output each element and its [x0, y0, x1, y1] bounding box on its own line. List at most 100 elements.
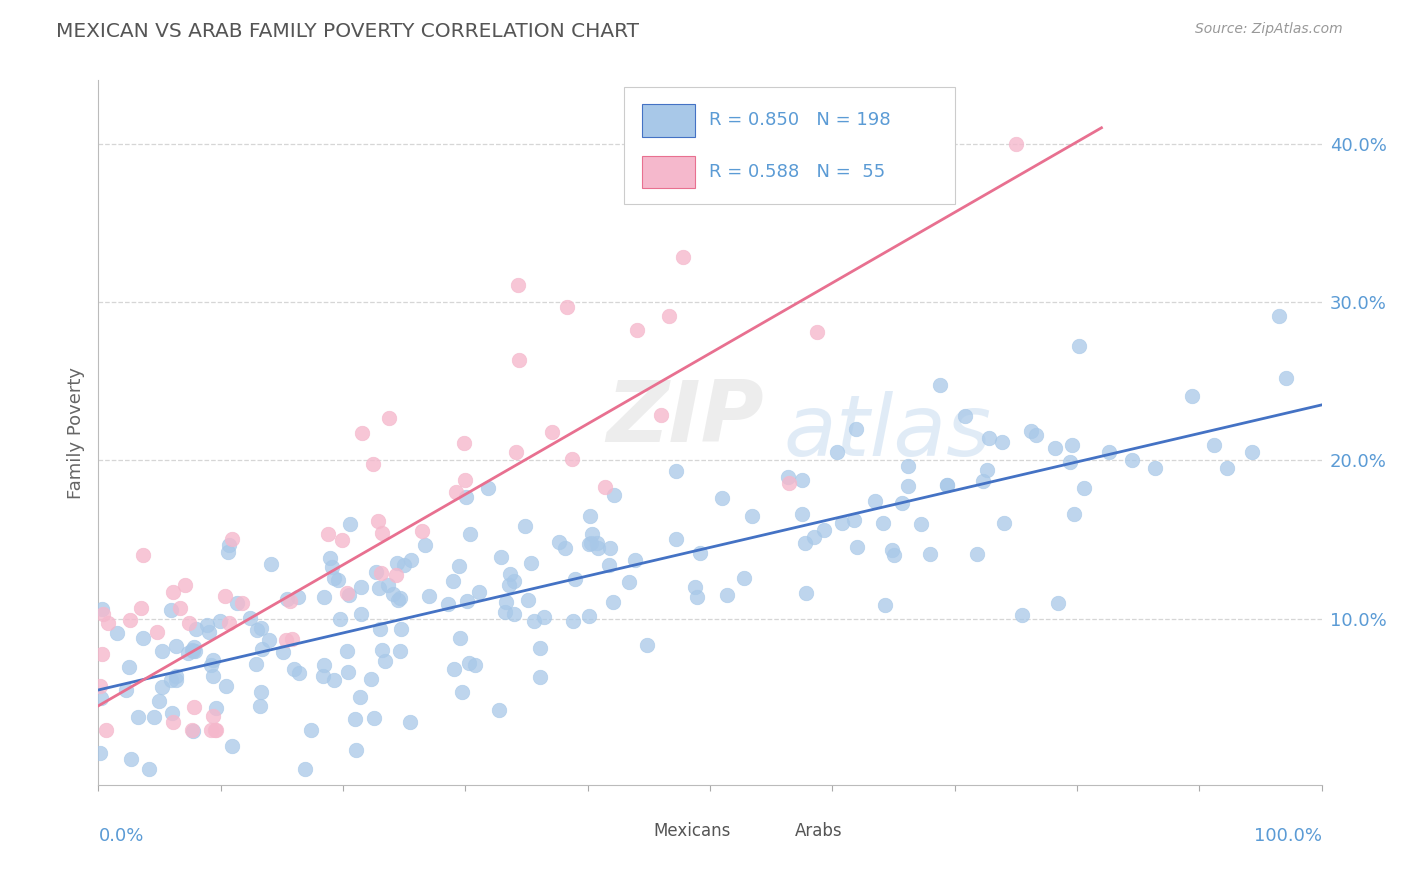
- Point: [1011, 608, 1033, 623]
- Point: [181, 724, 204, 739]
- Point: [143, 710, 166, 724]
- Point: [367, 514, 389, 528]
- Point: [498, 577, 520, 591]
- Point: [186, 623, 208, 637]
- Point: [555, 300, 578, 314]
- Point: [368, 622, 391, 636]
- Point: [650, 408, 672, 422]
- Point: [776, 470, 799, 484]
- Point: [91, 607, 114, 622]
- Point: [138, 762, 160, 776]
- Point: [184, 644, 207, 658]
- Point: [337, 588, 360, 602]
- Point: [181, 644, 204, 658]
- Point: [411, 524, 433, 538]
- Point: [437, 597, 460, 611]
- Point: [990, 434, 1012, 449]
- Point: [872, 516, 894, 530]
- Point: [105, 625, 128, 640]
- Point: [936, 478, 959, 492]
- Point: [200, 723, 222, 737]
- Point: [794, 536, 817, 550]
- Point: [976, 463, 998, 477]
- Point: [603, 488, 626, 502]
- Point: [371, 526, 394, 541]
- Point: [863, 494, 886, 508]
- Point: [578, 608, 600, 623]
- Point: [792, 473, 814, 487]
- Point: [389, 622, 412, 636]
- Point: [508, 352, 530, 367]
- Point: [245, 657, 267, 671]
- Point: [1069, 339, 1091, 353]
- Point: [454, 491, 477, 505]
- Text: Source: ZipAtlas.com: Source: ZipAtlas.com: [1195, 22, 1343, 37]
- Point: [716, 588, 738, 602]
- Point: [626, 323, 648, 337]
- Point: [271, 644, 294, 658]
- Point: [350, 425, 373, 440]
- Point: [846, 541, 869, 555]
- Point: [920, 547, 942, 561]
- Point: [150, 643, 173, 657]
- Point: [825, 445, 848, 459]
- Point: [1181, 389, 1204, 403]
- Point: [319, 550, 342, 565]
- Point: [1144, 461, 1167, 475]
- Point: [685, 580, 707, 594]
- Point: [533, 610, 555, 624]
- Point: [385, 568, 408, 582]
- Point: [326, 574, 349, 588]
- Point: [977, 431, 1000, 445]
- Text: 0.0%: 0.0%: [98, 827, 143, 846]
- Point: [183, 699, 205, 714]
- Point: [162, 715, 184, 730]
- Point: [218, 538, 240, 552]
- Point: [453, 435, 475, 450]
- Point: [488, 703, 510, 717]
- Point: [891, 496, 914, 510]
- Point: [578, 536, 600, 550]
- Point: [180, 723, 202, 737]
- Point: [593, 480, 616, 494]
- Point: [344, 743, 367, 757]
- Point: [1059, 455, 1081, 469]
- Point: [90, 647, 112, 661]
- Point: [276, 592, 298, 607]
- Point: [339, 516, 361, 531]
- Point: [505, 445, 527, 459]
- Point: [665, 464, 688, 478]
- Point: [246, 624, 269, 638]
- Point: [252, 641, 274, 656]
- Point: [1268, 310, 1291, 324]
- Point: [875, 598, 897, 612]
- Point: [598, 558, 620, 573]
- Point: [165, 673, 187, 687]
- Point: [250, 685, 273, 699]
- Point: [97, 616, 120, 631]
- Point: [217, 545, 239, 559]
- Point: [360, 673, 382, 687]
- Point: [152, 680, 174, 694]
- Point: [790, 508, 813, 522]
- Point: [1004, 136, 1026, 151]
- Point: [464, 657, 486, 672]
- Point: [257, 633, 280, 648]
- Point: [586, 536, 609, 550]
- Point: [831, 516, 853, 531]
- Point: [323, 571, 346, 585]
- Point: [599, 541, 621, 556]
- Point: [127, 710, 149, 724]
- Point: [450, 684, 472, 698]
- Point: [665, 532, 688, 546]
- Point: [312, 590, 335, 604]
- Point: [845, 422, 868, 436]
- Point: [322, 673, 344, 687]
- Point: [523, 615, 546, 629]
- Point: [169, 600, 191, 615]
- Point: [160, 602, 183, 616]
- Point: [394, 558, 416, 572]
- Point: [148, 693, 170, 707]
- Point: [367, 581, 389, 595]
- Point: [447, 559, 470, 574]
